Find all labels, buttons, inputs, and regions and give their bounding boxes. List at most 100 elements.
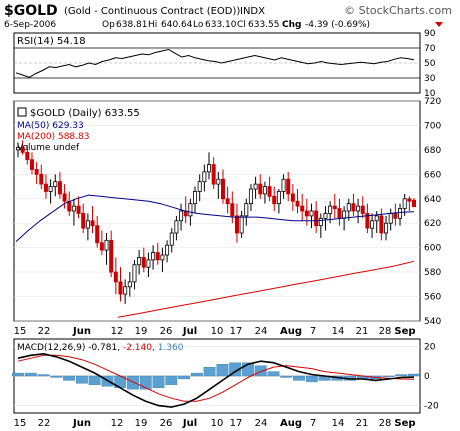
candle-body — [290, 193, 295, 202]
macd-histogram-bar — [37, 374, 50, 377]
macd-x-tick-label: Jun — [72, 418, 91, 429]
candle-body — [53, 181, 58, 187]
candle-body — [281, 178, 286, 192]
rsi-tick-label: 90 — [424, 29, 436, 39]
macd-x-tick-label: Sep — [394, 418, 415, 429]
candle-body — [155, 252, 160, 261]
candle-body — [388, 213, 393, 224]
price-tick-label: 640 — [424, 195, 441, 205]
candle-body — [123, 286, 128, 295]
high-label: Hi — [148, 20, 157, 30]
macd-histogram-bar — [24, 372, 37, 377]
candle-body — [356, 205, 361, 212]
price-x-tick-label: Jul — [182, 326, 197, 337]
macd-x-tick-label: 14 — [332, 418, 345, 429]
price-x-tick-label: 15 — [14, 326, 27, 337]
rsi-tick-label: 30 — [424, 74, 436, 84]
candle-body — [76, 205, 81, 214]
candle-body — [342, 210, 347, 219]
candle-body — [384, 222, 389, 234]
candle-body — [188, 203, 193, 217]
candle-body — [169, 232, 174, 246]
candle-body — [216, 178, 221, 185]
macd-histogram-bar — [293, 375, 305, 381]
macd-x-tick-label: 21 — [356, 418, 369, 429]
price-legend-symbol: $GOLD (Daily) 633.55 — [30, 108, 140, 119]
candle-body — [374, 215, 379, 222]
candle-body — [81, 213, 86, 229]
low-label: Lo — [193, 20, 204, 30]
candle-body — [109, 239, 114, 273]
symbol-title: $GOLD — [4, 3, 58, 19]
close-value: 633.55 — [248, 20, 280, 30]
candle-body — [328, 205, 333, 214]
macd-tick-label: -20 — [424, 402, 439, 412]
macd-histogram-bar — [382, 375, 395, 377]
volume-legend: Volume undef — [17, 143, 80, 153]
price-x-tick-label: Jun — [72, 326, 91, 337]
candle-body — [127, 281, 132, 288]
candle-body — [57, 181, 62, 195]
candle-body — [113, 271, 118, 283]
candle-body — [207, 164, 212, 173]
candle-body — [193, 191, 198, 205]
macd-x-tick-label: 22 — [38, 418, 51, 429]
price-tick-label: 620 — [424, 219, 441, 229]
candle-body — [197, 181, 202, 192]
macd-histogram-bar — [88, 375, 101, 386]
price-x-tick-label: Aug — [280, 326, 302, 337]
candle-body — [370, 220, 375, 229]
candle-body — [29, 159, 34, 170]
high-value: 640.64 — [161, 20, 193, 30]
candle-body — [104, 239, 109, 251]
macd-tick-label: 20 — [424, 342, 436, 352]
candle-body — [253, 183, 258, 190]
price-tick-label: 580 — [424, 268, 441, 278]
candle-body — [15, 147, 20, 151]
candle-body — [332, 205, 337, 209]
candle-body — [351, 203, 356, 212]
low-value: 633.10 — [205, 20, 237, 30]
candle-body — [314, 210, 319, 227]
price-x-tick-label: Sep — [394, 326, 415, 337]
quote-row: 6-Sep-2006 Op 638.81 Hi 640.64 Lo 633.10… — [4, 20, 443, 30]
candle-body — [179, 210, 184, 222]
macd-histogram-bar — [203, 366, 216, 377]
ma200-line — [117, 260, 415, 318]
price-tick-label: 600 — [424, 244, 441, 254]
candle-body — [258, 183, 263, 195]
candle-body — [402, 198, 407, 209]
macd-histogram-bar — [190, 372, 203, 377]
price-legend-swatch — [17, 107, 27, 117]
macd-legend: MACD(12,26,9) -0.781, -2.140, 1.360 — [17, 343, 184, 353]
change-value: -4.39 (-0.69%) — [305, 20, 370, 30]
axis-layer: 9070503010720700680660640620600580560540… — [14, 29, 442, 429]
candle-body — [48, 186, 53, 192]
candle-body — [244, 203, 249, 217]
quote-date: 6-Sep-2006 — [4, 20, 56, 30]
candle-body — [220, 178, 225, 200]
candle-body — [267, 186, 272, 197]
macd-x-tick-label: 28 — [379, 418, 392, 429]
macd-histogram-bar — [254, 365, 267, 377]
rsi-tick-label: 70 — [424, 44, 436, 54]
change-label: Chg — [282, 20, 301, 30]
down-arrow-icon — [435, 22, 443, 27]
candle-body — [118, 281, 123, 295]
price-legend: $GOLD (Daily) 633.55 MA(50) 629.33 MA(20… — [17, 107, 140, 153]
candle-body — [160, 254, 165, 261]
candle-body — [202, 171, 207, 183]
macd-x-tick-label: Aug — [280, 418, 302, 429]
candle-body — [230, 203, 235, 217]
rsi-tick-label: 50 — [424, 59, 436, 69]
macd-histogram-bar — [63, 375, 75, 381]
macd-histogram-bar — [229, 362, 242, 377]
macd-x-tick-label: 10 — [211, 418, 224, 429]
macd-histogram-bar — [305, 375, 318, 383]
candle-body — [398, 208, 403, 219]
candle-body — [295, 200, 300, 207]
macd-x-tick-label: 12 — [111, 418, 124, 429]
price-tick-label: 720 — [424, 97, 441, 107]
macd-histogram-bar — [50, 375, 63, 378]
price-tick-label: 540 — [424, 317, 441, 327]
